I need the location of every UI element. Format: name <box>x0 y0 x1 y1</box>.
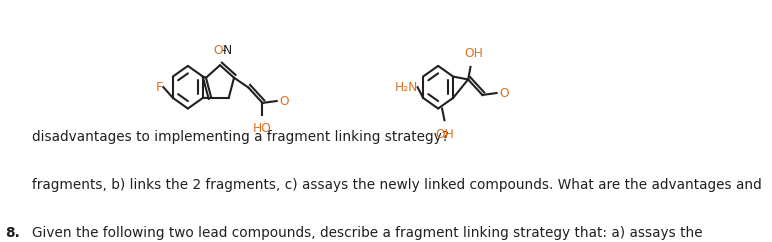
Text: -: - <box>221 45 225 57</box>
Text: HO: HO <box>253 122 272 135</box>
Text: H₂N: H₂N <box>394 81 418 94</box>
Text: OH: OH <box>464 47 483 60</box>
Text: fragments, b) links the 2 fragments, c) assays the newly linked compounds. What : fragments, b) links the 2 fragments, c) … <box>32 178 761 192</box>
Text: O: O <box>499 87 509 99</box>
Text: OH: OH <box>435 128 454 141</box>
Text: 8.: 8. <box>5 226 20 240</box>
Text: O: O <box>214 45 223 57</box>
Text: disadvantages to implementing a fragment linking strategy?: disadvantages to implementing a fragment… <box>32 130 449 144</box>
Text: O: O <box>279 94 290 107</box>
Text: Given the following two lead compounds, describe a fragment linking strategy tha: Given the following two lead compounds, … <box>32 226 703 240</box>
Text: F: F <box>156 81 163 94</box>
Text: N: N <box>222 45 232 57</box>
